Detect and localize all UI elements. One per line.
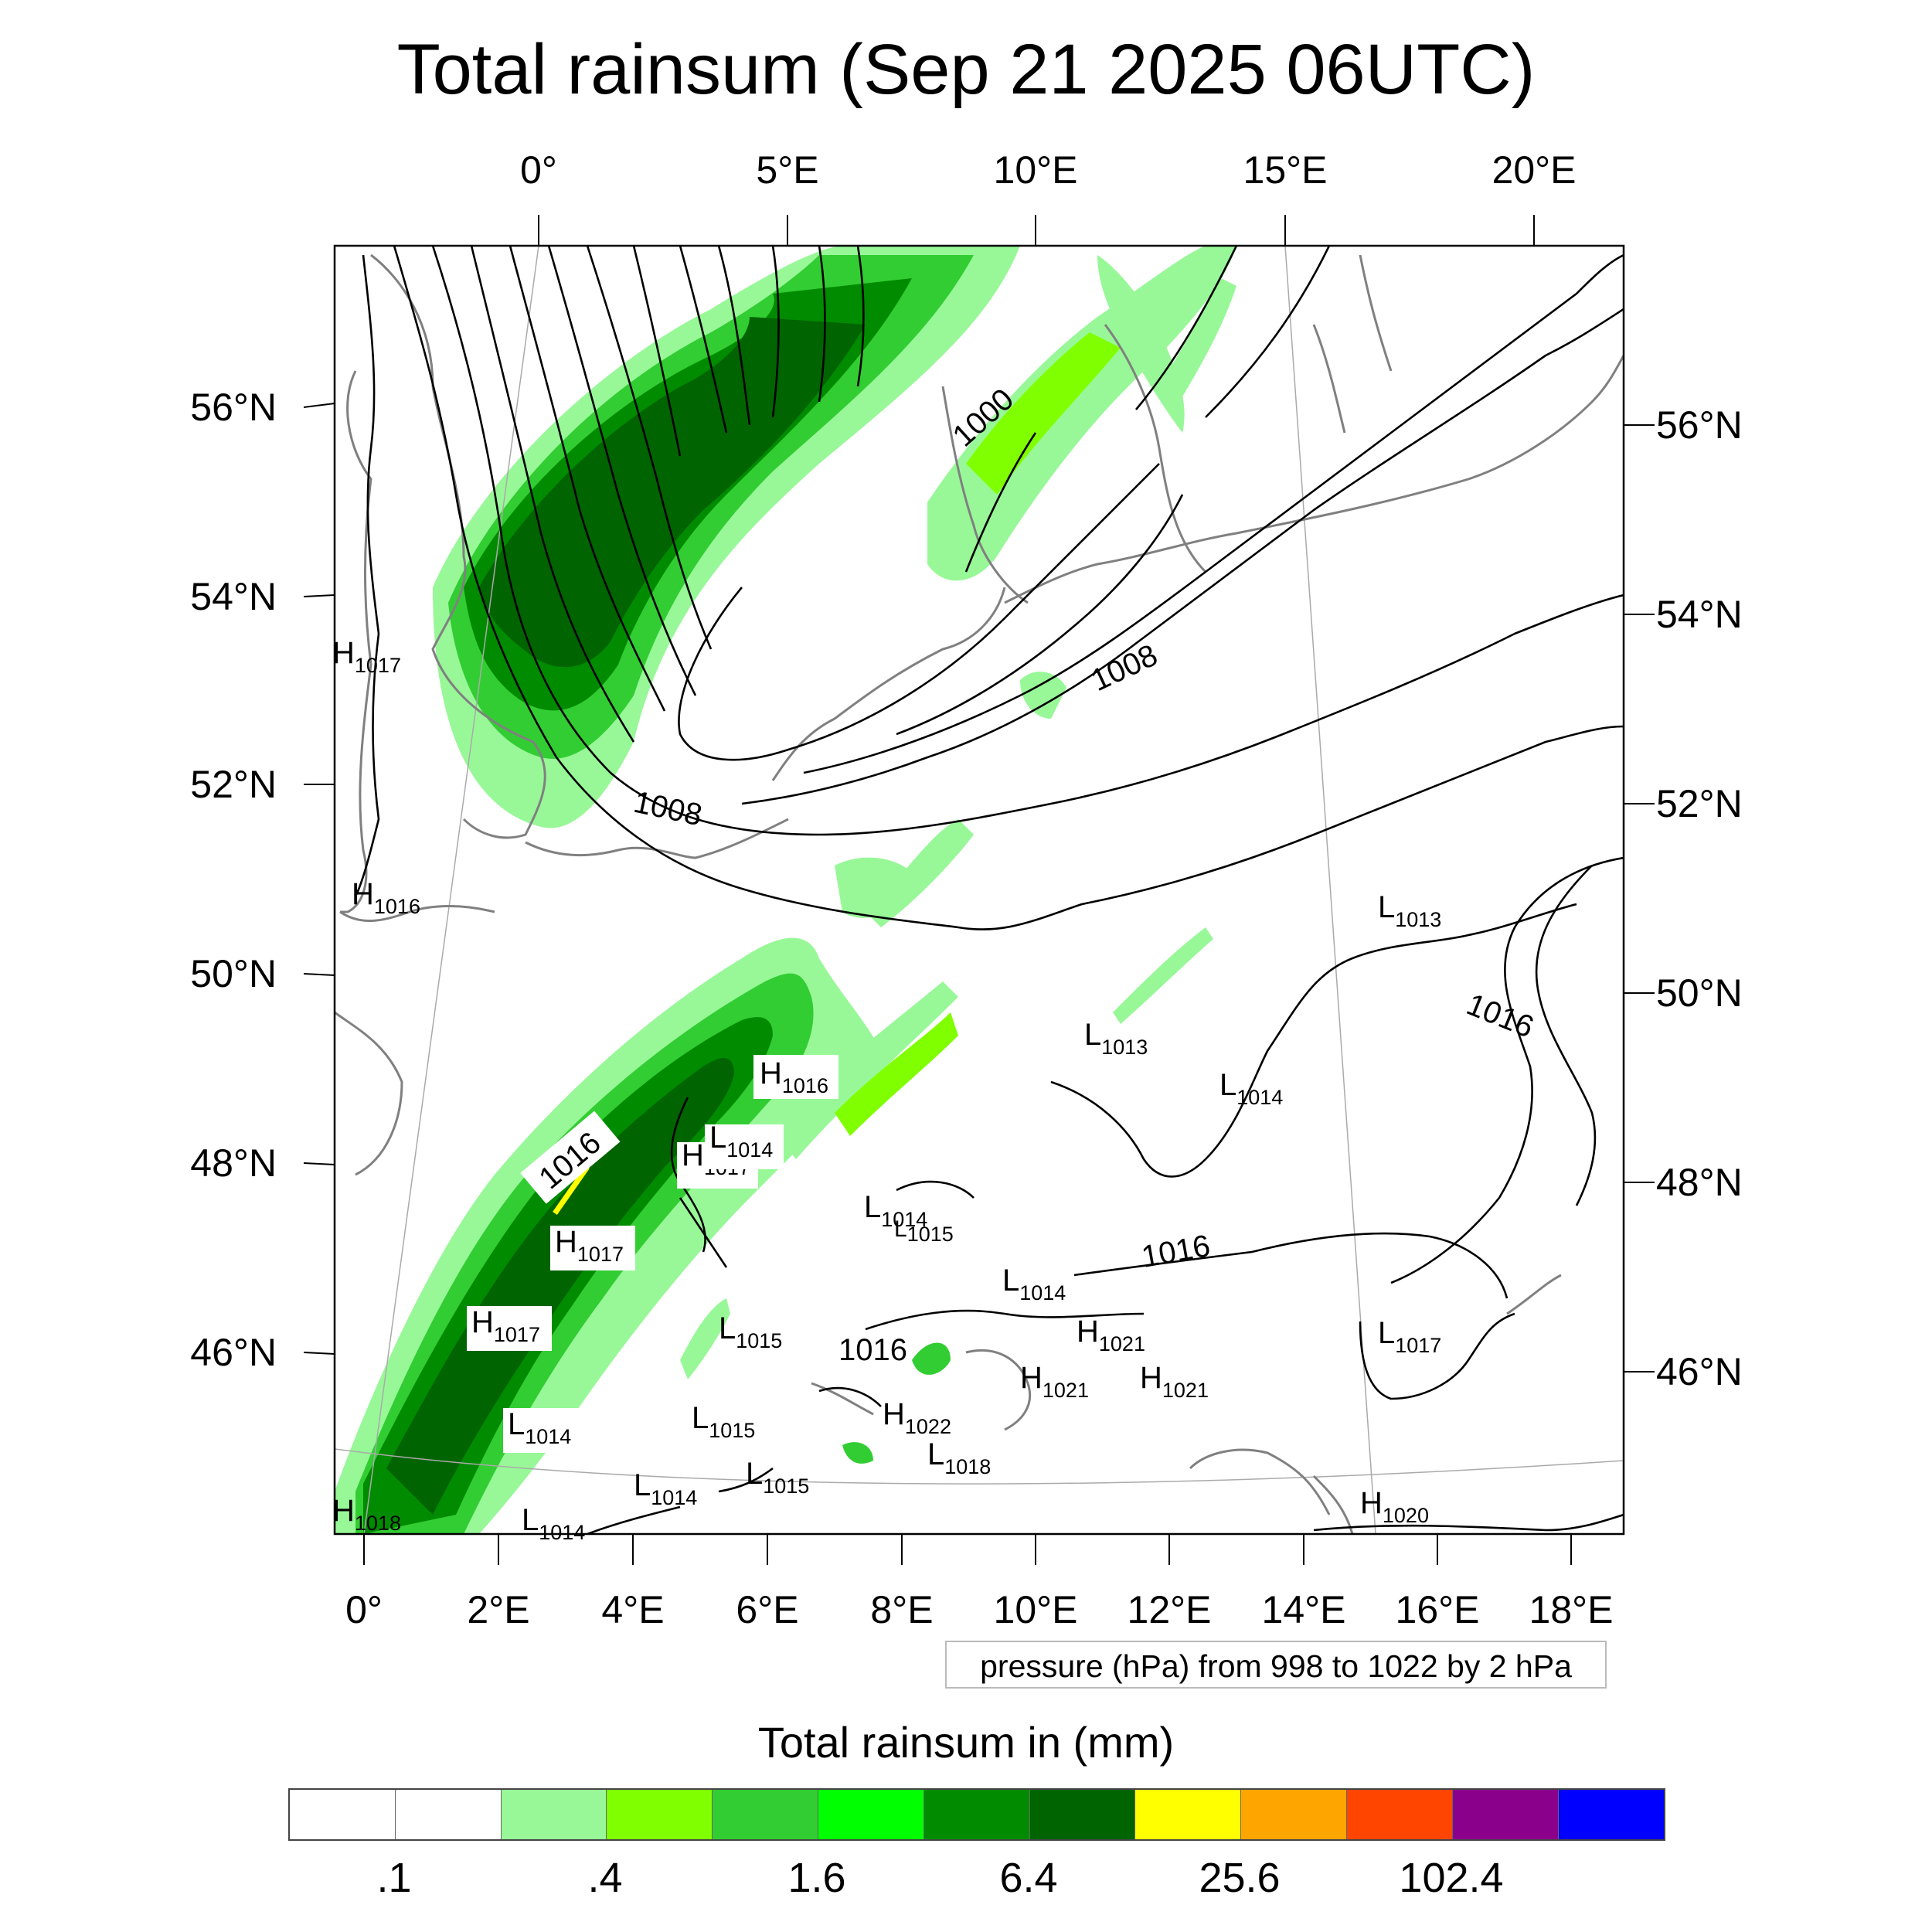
- isobar-label: 1008: [631, 785, 705, 833]
- pressure-center-label: H1021: [1077, 1315, 1145, 1355]
- map-title: Total rainsum (Sep 21 2025 06UTC): [396, 30, 1536, 109]
- colorbar-swatch: [1452, 1790, 1559, 1839]
- pressure-center-label: H1020: [1360, 1486, 1429, 1527]
- bottom-lon-tick: 14°E: [1261, 1588, 1346, 1631]
- colorbar-swatch: [395, 1790, 502, 1839]
- left-lat-tick: 48°N: [190, 1141, 277, 1185]
- isobar-label: 1016: [1462, 988, 1539, 1045]
- pressure-center-label: L1013: [1084, 1018, 1148, 1059]
- pressure-center-label: L1014: [1002, 1264, 1066, 1304]
- bottom-lon-tick: 18°E: [1529, 1588, 1614, 1631]
- colorbar-label: 6.4: [999, 1855, 1058, 1901]
- right-lat-tick: 54°N: [1656, 593, 1743, 636]
- left-lat-tick: 52°N: [190, 763, 277, 806]
- pressure-center-label: L1014: [634, 1468, 697, 1509]
- pressure-center-label: L1017: [1378, 1316, 1441, 1357]
- colorbar-swatch: [290, 1790, 396, 1839]
- pressure-center-label: H1018: [332, 1494, 401, 1535]
- tick-marks: [303, 215, 1655, 1565]
- pressure-center-label: L1015: [894, 1216, 954, 1246]
- pressure-center-label: H1021: [1140, 1361, 1209, 1402]
- colorbar-swatch: [1558, 1790, 1665, 1839]
- colorbar: [288, 1788, 1666, 1841]
- bottom-lon-tick: 2°E: [467, 1588, 530, 1631]
- right-lat-tick: 56°N: [1656, 403, 1743, 447]
- pressure-center-box: [705, 1124, 784, 1169]
- pressure-center-label: H1017: [332, 636, 401, 677]
- isobars: [354, 246, 1624, 1534]
- pressure-center-label: L1014: [1219, 1068, 1283, 1109]
- pressure-center-label: L1018: [927, 1437, 991, 1478]
- left-lat-tick: 56°N: [190, 386, 277, 429]
- right-lat-tick: 50°N: [1656, 971, 1743, 1015]
- pressure-center-label: H1017: [471, 1305, 540, 1346]
- isobar-label-box: [520, 1111, 621, 1204]
- top-lon-tick: 0°: [520, 148, 557, 192]
- pressure-center-box: [467, 1306, 552, 1351]
- top-lon-tick: 20°E: [1492, 148, 1577, 192]
- pressure-center-box: [753, 1055, 838, 1099]
- colorbar-swatch: [713, 1790, 818, 1839]
- pressure-center-label: L1013: [1378, 890, 1441, 931]
- top-lon-tick: 15°E: [1243, 148, 1328, 192]
- coastlines: [335, 253, 1624, 1534]
- pressure-centers: H1017 H1016 H1018 H1016 H1017 H1017 H101…: [332, 636, 1441, 1544]
- colorbar-label: 1.6: [787, 1855, 846, 1901]
- colorbar-swatch: [1346, 1790, 1453, 1839]
- isobar-label: 1008: [1086, 638, 1162, 698]
- rain-max-streak: [553, 1165, 590, 1216]
- left-lat-tick: 54°N: [190, 575, 277, 618]
- isobar-label: 1016: [838, 1333, 907, 1367]
- bottom-lon-tick: 0°: [345, 1588, 383, 1631]
- right-lat-tick: 52°N: [1656, 782, 1743, 825]
- left-lat-tick: 50°N: [190, 952, 277, 995]
- rain-band-south: [335, 819, 1213, 1534]
- colorbar-label: 25.6: [1199, 1855, 1281, 1901]
- graticule: [335, 246, 1624, 1534]
- pressure-center-label: H1016: [760, 1056, 828, 1097]
- top-lon-tick: 10°E: [993, 148, 1078, 192]
- bottom-lon-tick: 4°E: [601, 1588, 665, 1631]
- bottom-lon-tick: 6°E: [736, 1588, 799, 1631]
- contour-info-box: pressure (hPa) from 998 to 1022 by 2 hPa: [945, 1641, 1607, 1689]
- colorbar-swatch: [818, 1790, 924, 1839]
- colorbar-swatch: [923, 1790, 1030, 1839]
- top-lon-tick: 5°E: [756, 148, 819, 192]
- pressure-center-label: H1017: [555, 1225, 624, 1266]
- pressure-center-box: [550, 1226, 635, 1270]
- pressure-center-label: L1014: [709, 1121, 773, 1162]
- colorbar-swatch: [1029, 1790, 1136, 1839]
- pressure-center-label: L1014: [522, 1503, 585, 1544]
- pressure-center-label: H1021: [1020, 1361, 1089, 1402]
- bottom-lon-tick: 8°E: [870, 1588, 934, 1631]
- pressure-center-label: L1014: [508, 1407, 571, 1448]
- pressure-center-label: L1014: [864, 1190, 927, 1231]
- colorbar-swatch: [1241, 1790, 1347, 1839]
- bottom-lon-tick: 12°E: [1127, 1588, 1212, 1631]
- left-lat-tick: 46°N: [190, 1331, 277, 1374]
- plot-frame: [333, 244, 1625, 1536]
- colorbar-label: 102.4: [1399, 1855, 1504, 1901]
- rain-band-north: [433, 246, 1236, 828]
- right-lat-tick: 48°N: [1656, 1161, 1743, 1204]
- pressure-center-label: L1015: [692, 1401, 755, 1442]
- pressure-center-label: L1015: [746, 1457, 809, 1498]
- colorbar-swatch: [607, 1790, 713, 1839]
- bottom-lon-tick: 10°E: [993, 1588, 1078, 1631]
- isobar-labels: 1000 1008 1008 1016 1016 1016 1016: [520, 382, 1539, 1367]
- colorbar-label: .1: [376, 1855, 412, 1901]
- colorbar-label: .4: [587, 1855, 623, 1901]
- bottom-lon-tick: 16°E: [1395, 1588, 1480, 1631]
- isobar-label: 1016: [1139, 1229, 1213, 1274]
- colorbar-swatch: [501, 1790, 607, 1839]
- pressure-center-label: H1016: [352, 877, 420, 918]
- right-lat-tick: 46°N: [1656, 1350, 1743, 1393]
- pressure-center-label: H1022: [883, 1397, 951, 1438]
- pressure-center-label: L1015: [719, 1311, 782, 1352]
- colorbar-title: Total rainsum in (mm): [757, 1718, 1175, 1767]
- pressure-center-box: [503, 1408, 584, 1453]
- colorbar-swatch: [1135, 1790, 1242, 1839]
